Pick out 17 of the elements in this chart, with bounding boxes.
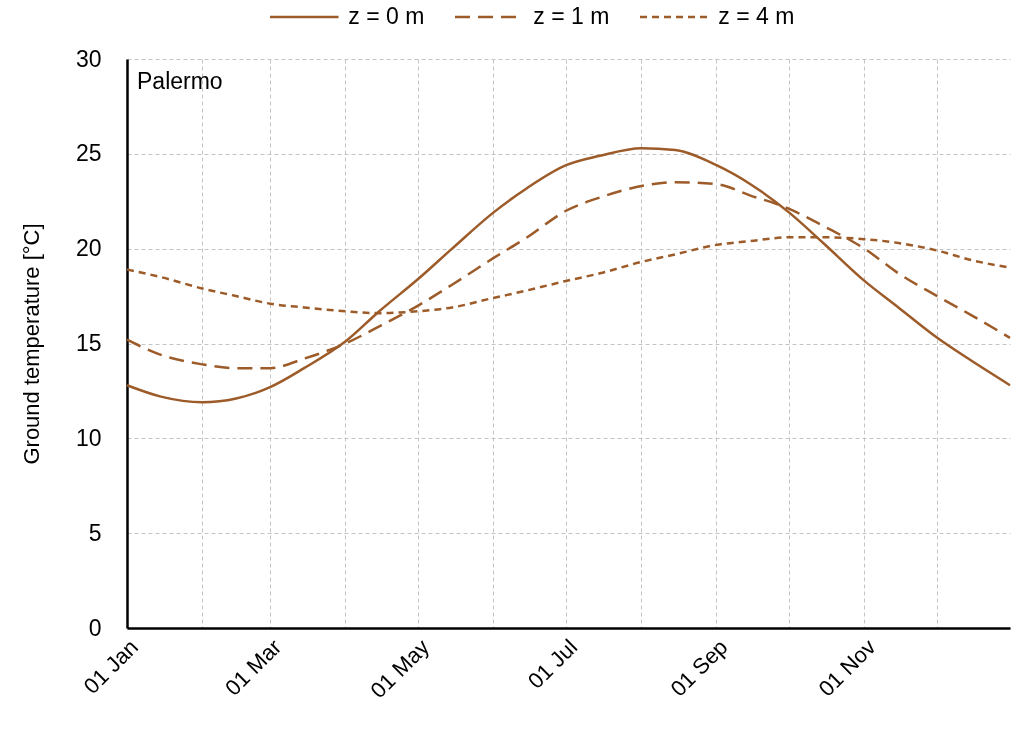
legend-label: z = 0 m <box>348 3 425 29</box>
y-tick-label: 25 <box>75 140 102 167</box>
y-tick-label: 30 <box>75 45 102 72</box>
x-tick-label: 01 Jul <box>522 634 583 694</box>
x-tick-label: 01 May <box>365 634 435 704</box>
y-tick-label: 20 <box>75 235 102 262</box>
y-tick-label: 0 <box>88 614 102 641</box>
y-axis-title: Ground temperature [°C] <box>18 223 44 465</box>
annotation: Palermo <box>137 68 223 94</box>
x-tick-label: 01 Sep <box>665 634 733 702</box>
y-tick-label: 15 <box>75 330 102 356</box>
x-tick-label: 01 Nov <box>813 634 881 702</box>
y-tick-label: 10 <box>75 424 102 451</box>
y-tick-label: 5 <box>88 519 102 546</box>
legend-label: z = 1 m <box>533 3 610 29</box>
x-tick-label: 01 Mar <box>220 634 287 701</box>
legend-label: z = 4 m <box>718 3 795 29</box>
